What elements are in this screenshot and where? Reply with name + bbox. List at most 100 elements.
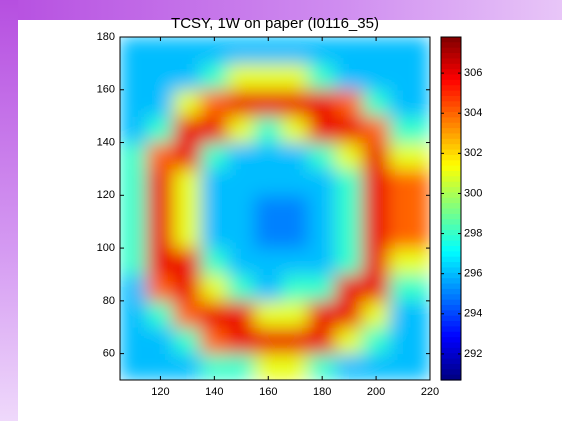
heat-cell (281, 116, 309, 143)
heat-cell (146, 274, 174, 301)
colorbar-segment (441, 326, 461, 332)
heat-cell (120, 274, 148, 301)
heat-cell (227, 274, 255, 301)
heat-cell (173, 37, 201, 64)
heat-cell (227, 142, 255, 169)
colorbar-segment (441, 176, 461, 182)
heat-cell (389, 248, 430, 275)
heat-cell (146, 89, 174, 116)
y-tick-label: 160 (97, 84, 115, 96)
colorbar-segment (441, 182, 461, 188)
heat-cell (173, 63, 201, 90)
heat-cell (227, 89, 255, 116)
heat-cell (362, 116, 390, 143)
y-tick-label: 140 (97, 136, 115, 148)
heat-cell (120, 89, 148, 116)
heat-cell (173, 327, 201, 354)
colorbar-segment (441, 246, 461, 252)
heat-cell (389, 89, 430, 116)
colorbar-segment (441, 342, 461, 348)
heat-cell (254, 327, 282, 354)
heat-cell (335, 37, 363, 64)
heat-cell (335, 168, 363, 195)
heat-cell (335, 116, 363, 143)
heat-cell (120, 195, 148, 222)
heat-cell (254, 63, 282, 90)
colorbar-segment (441, 359, 461, 365)
colorbar-segment (441, 348, 461, 354)
colorbar-segment (441, 48, 461, 54)
colorbar-tick-label: 298 (464, 227, 482, 239)
colorbar-segment (441, 332, 461, 338)
heat-cell (281, 63, 309, 90)
colorbar-segment (441, 203, 461, 209)
colorbar-segment (441, 107, 461, 113)
x-tick-label: 220 (421, 386, 439, 398)
heat-cell (173, 221, 201, 248)
heat-cell (173, 168, 201, 195)
heat-cell (362, 63, 390, 90)
colorbar-segment (441, 37, 461, 43)
heat-cell (120, 221, 148, 248)
heat-cell (146, 168, 174, 195)
colorbar-tick-label: 302 (464, 147, 482, 159)
colorbar-segment (441, 198, 461, 204)
colorbar-segment (441, 80, 461, 86)
heat-cell (200, 89, 228, 116)
heat-cell (173, 353, 201, 380)
heat-cell (308, 327, 336, 354)
heat-cell (362, 89, 390, 116)
heat-cell (335, 221, 363, 248)
heat-cell (254, 195, 282, 222)
colorbar-segment (441, 241, 461, 247)
heat-cell (173, 195, 201, 222)
colorbar-segment (441, 69, 461, 75)
heat-cell (281, 89, 309, 116)
colorbar-segment (441, 294, 461, 300)
heat-cell (200, 248, 228, 275)
heat-cell (362, 274, 390, 301)
heat-cell (120, 353, 148, 380)
colorbar-segment (441, 369, 461, 375)
colorbar-segment (441, 160, 461, 166)
colorbar-segment (441, 230, 461, 236)
heat-cell (362, 327, 390, 354)
heat-cell (200, 327, 228, 354)
heat-cell (227, 353, 255, 380)
heat-cell (173, 142, 201, 169)
heat-cell (120, 168, 148, 195)
heat-cell (389, 168, 430, 195)
heat-cell (389, 221, 430, 248)
heat-cell (308, 89, 336, 116)
colorbar-segment (441, 364, 461, 370)
colorbar-segment (441, 150, 461, 156)
heat-cell (200, 274, 228, 301)
heat-cell (254, 116, 282, 143)
colorbar-tick-label: 296 (464, 268, 482, 280)
colorbar-segment (441, 337, 461, 343)
heat-cell (200, 300, 228, 327)
colorbar-segment (441, 101, 461, 107)
colorbar-segment (441, 257, 461, 263)
colorbar-tick-label: 306 (464, 67, 482, 79)
heat-cell (308, 195, 336, 222)
heat-cell (308, 63, 336, 90)
heat-cell (308, 248, 336, 275)
colorbar-segment (441, 262, 461, 268)
heat-cell (281, 327, 309, 354)
heat-cell (308, 300, 336, 327)
colorbar-segment (441, 251, 461, 257)
colorbar-segment (441, 75, 461, 81)
heat-cell (173, 300, 201, 327)
heat-cell (335, 327, 363, 354)
colorbar-segment (441, 117, 461, 123)
heat-cell (120, 327, 148, 354)
heat-cell (227, 327, 255, 354)
colorbar-segment (441, 284, 461, 290)
heat-cell (308, 274, 336, 301)
heat-cell (227, 37, 255, 64)
colorbar-segment (441, 316, 461, 322)
heat-cell (254, 274, 282, 301)
colorbar-segment (441, 64, 461, 70)
